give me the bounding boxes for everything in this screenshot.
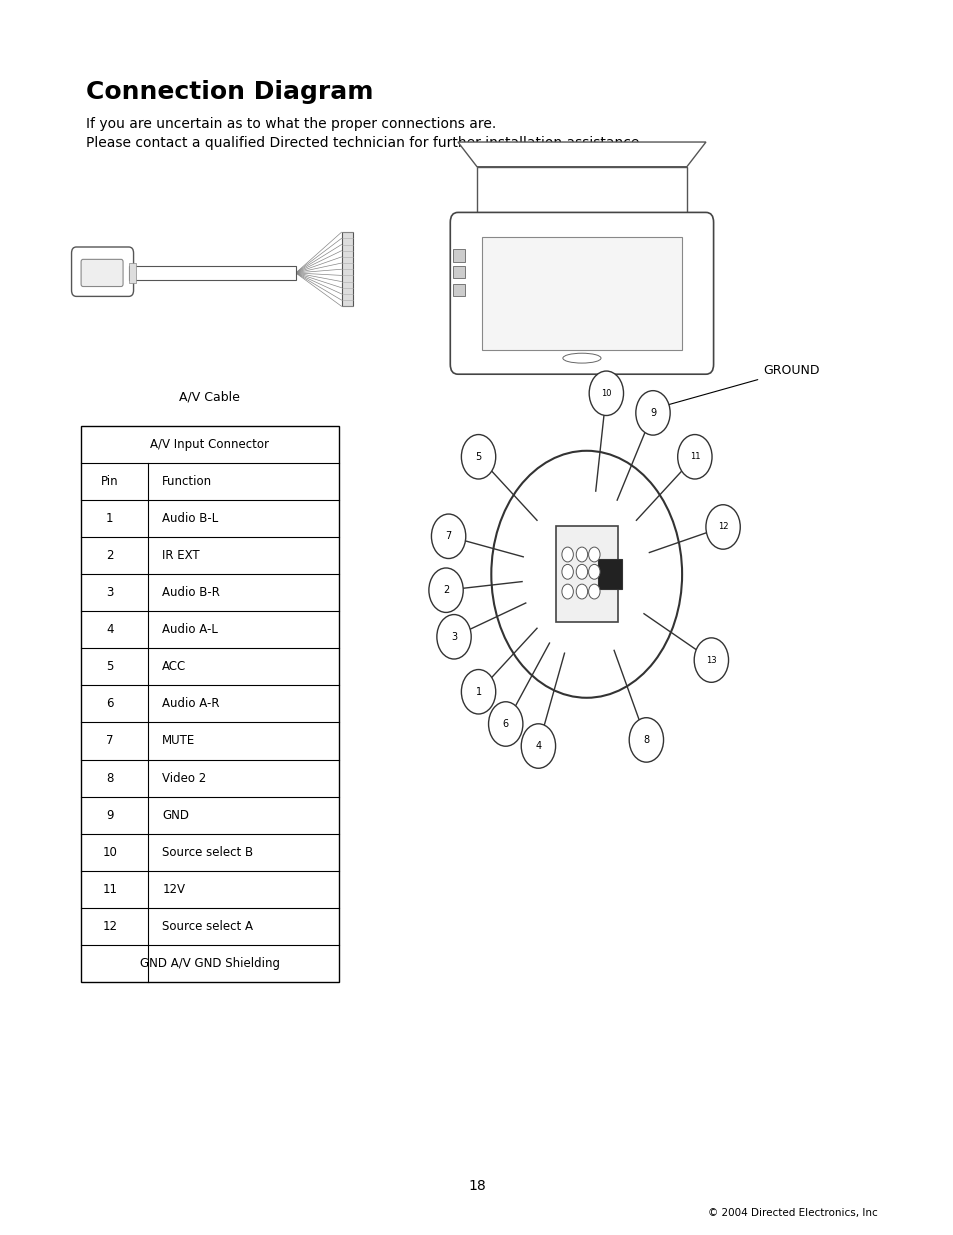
- Text: ACC: ACC: [162, 661, 186, 673]
- Text: Please contact a qualified Directed technician for further installation assistan: Please contact a qualified Directed tech…: [86, 136, 643, 149]
- Text: 11: 11: [689, 452, 700, 462]
- Bar: [453, 249, 464, 262]
- Text: 7: 7: [445, 531, 452, 541]
- Circle shape: [520, 724, 555, 768]
- Bar: [476, 167, 686, 222]
- Text: GND: GND: [162, 809, 189, 821]
- Text: 3: 3: [451, 632, 456, 642]
- Circle shape: [588, 584, 599, 599]
- Text: GROUND: GROUND: [659, 363, 819, 408]
- Text: 4: 4: [535, 741, 541, 751]
- Circle shape: [429, 568, 463, 613]
- Bar: [129, 266, 295, 280]
- Text: 3: 3: [106, 587, 113, 599]
- Ellipse shape: [562, 353, 600, 363]
- Text: Video 2: Video 2: [162, 772, 206, 784]
- Text: 2: 2: [106, 550, 113, 562]
- Text: Audio B-L: Audio B-L: [162, 513, 218, 525]
- Circle shape: [576, 547, 587, 562]
- Text: 12V: 12V: [162, 883, 185, 895]
- Bar: [453, 266, 464, 278]
- Bar: [481, 237, 681, 350]
- Polygon shape: [457, 142, 705, 167]
- Circle shape: [629, 718, 663, 762]
- Text: © 2004 Directed Electronics, Inc: © 2004 Directed Electronics, Inc: [707, 1208, 877, 1218]
- Text: Source select B: Source select B: [162, 846, 253, 858]
- Text: A/V Input Connector: A/V Input Connector: [151, 438, 269, 451]
- Text: If you are uncertain as to what the proper connections are.: If you are uncertain as to what the prop…: [86, 117, 496, 131]
- Text: Audio A-L: Audio A-L: [162, 624, 218, 636]
- Circle shape: [588, 564, 599, 579]
- Text: 10: 10: [600, 389, 611, 398]
- Text: 7: 7: [106, 735, 113, 747]
- Text: 8: 8: [642, 735, 649, 745]
- FancyBboxPatch shape: [81, 259, 123, 287]
- Text: Pin: Pin: [101, 475, 118, 488]
- Text: Source select A: Source select A: [162, 920, 253, 932]
- Text: 5: 5: [106, 661, 113, 673]
- Text: 8: 8: [106, 772, 113, 784]
- Text: GND A/V GND Shielding: GND A/V GND Shielding: [140, 957, 279, 969]
- Circle shape: [561, 584, 573, 599]
- Text: 2: 2: [442, 585, 449, 595]
- Text: 11: 11: [102, 883, 117, 895]
- Circle shape: [588, 547, 599, 562]
- Text: Audio B-R: Audio B-R: [162, 587, 220, 599]
- Circle shape: [576, 564, 587, 579]
- Bar: [81, 426, 338, 982]
- Circle shape: [431, 514, 465, 558]
- FancyBboxPatch shape: [71, 247, 133, 296]
- Circle shape: [705, 505, 740, 550]
- Text: 13: 13: [705, 656, 716, 664]
- Circle shape: [436, 615, 471, 659]
- Text: MUTE: MUTE: [162, 735, 195, 747]
- Circle shape: [461, 669, 496, 714]
- Text: 4: 4: [106, 624, 113, 636]
- Text: 9: 9: [106, 809, 113, 821]
- Text: 10: 10: [102, 846, 117, 858]
- Text: Function: Function: [162, 475, 213, 488]
- Text: Audio A-R: Audio A-R: [162, 698, 219, 710]
- Circle shape: [491, 451, 681, 698]
- Text: Connection Diagram: Connection Diagram: [86, 80, 373, 104]
- FancyBboxPatch shape: [450, 212, 713, 374]
- Circle shape: [561, 564, 573, 579]
- Bar: [129, 263, 136, 283]
- Circle shape: [488, 701, 522, 746]
- Circle shape: [635, 390, 669, 435]
- Text: 18: 18: [468, 1178, 485, 1193]
- Text: 5: 5: [475, 452, 481, 462]
- Bar: [341, 232, 353, 306]
- Circle shape: [461, 435, 496, 479]
- Circle shape: [677, 435, 711, 479]
- Text: 12: 12: [717, 522, 727, 531]
- Circle shape: [576, 584, 587, 599]
- Text: 12: 12: [102, 920, 117, 932]
- Text: 6: 6: [106, 698, 113, 710]
- Bar: [598, 559, 621, 589]
- Text: 1: 1: [475, 687, 481, 697]
- Bar: [555, 526, 618, 622]
- Text: A/V Cable: A/V Cable: [179, 390, 240, 404]
- Circle shape: [589, 370, 623, 415]
- Text: 9: 9: [649, 408, 656, 417]
- Circle shape: [694, 637, 728, 682]
- Text: 6: 6: [502, 719, 508, 729]
- Bar: [453, 284, 464, 296]
- Circle shape: [561, 547, 573, 562]
- Text: IR EXT: IR EXT: [162, 550, 199, 562]
- Text: 1: 1: [106, 513, 113, 525]
